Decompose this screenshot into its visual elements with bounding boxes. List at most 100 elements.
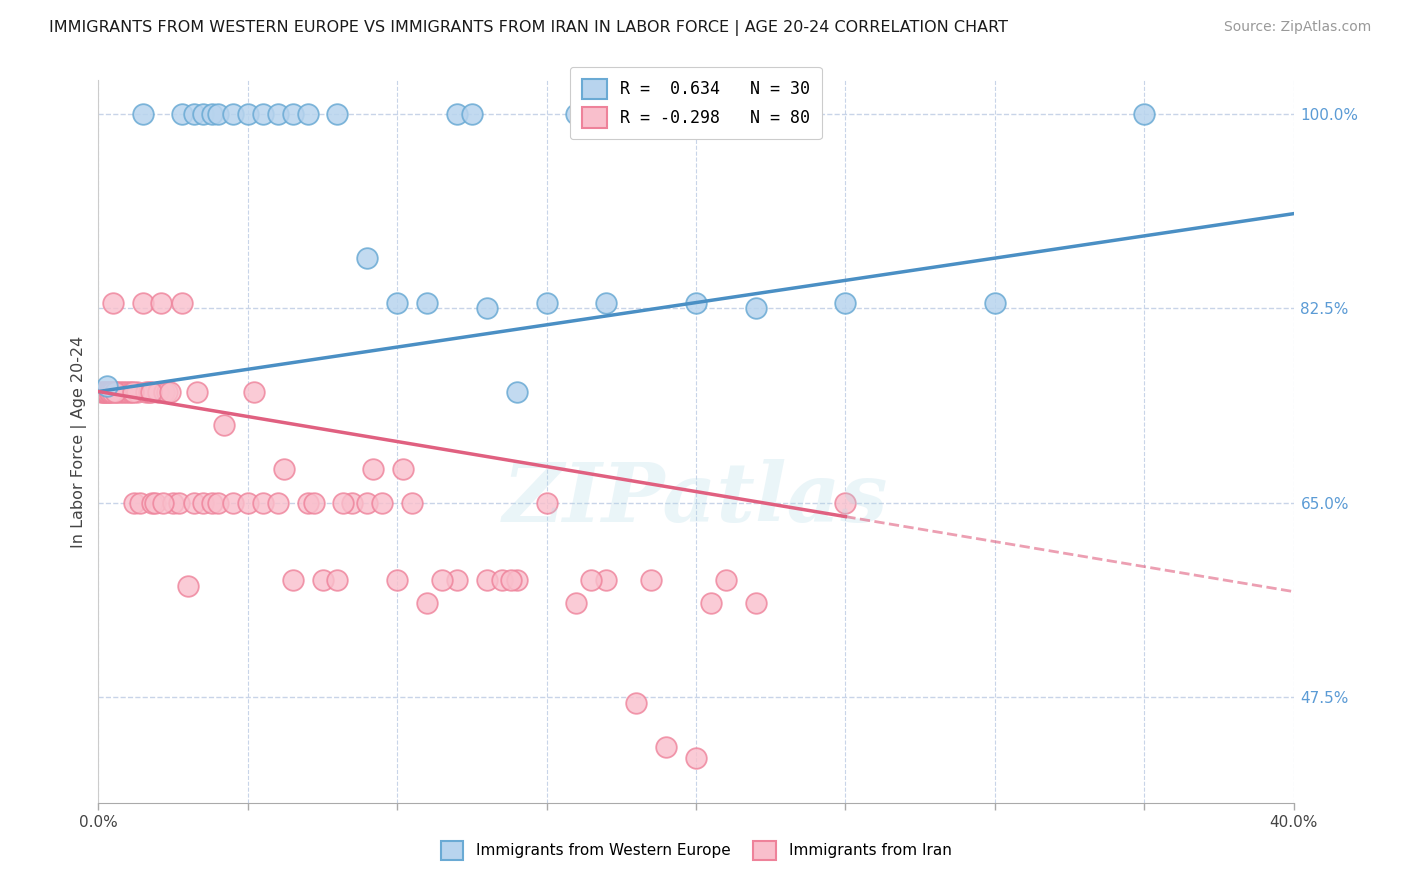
Point (159, 384, 181, 399)
Point (243, 384, 266, 399)
Point (834, 295, 856, 310)
Point (104, 384, 127, 399)
Point (132, 295, 155, 310)
Point (281, 106, 304, 120)
Point (117, 384, 139, 399)
Point (120, 384, 142, 399)
Point (191, 106, 214, 120)
Point (581, 574, 603, 588)
Point (342, 496, 364, 510)
Point (273, 462, 295, 476)
Point (156, 384, 179, 399)
Point (139, 384, 162, 399)
Point (401, 496, 423, 510)
Point (745, 596, 768, 610)
Point (326, 106, 349, 120)
Point (640, 574, 662, 588)
Point (392, 462, 415, 476)
Point (685, 295, 707, 310)
Point (385, 295, 409, 310)
Point (475, 574, 498, 588)
Point (98, 384, 122, 399)
Point (93, 384, 115, 399)
Point (281, 574, 304, 588)
Point (97, 384, 120, 399)
Point (506, 384, 529, 399)
Point (416, 596, 439, 610)
Point (834, 496, 856, 510)
Point (129, 496, 152, 510)
Point (236, 496, 259, 510)
Point (191, 496, 214, 510)
Point (267, 496, 290, 510)
Point (536, 496, 558, 510)
Point (201, 496, 224, 510)
Point (536, 295, 558, 310)
Point (595, 574, 617, 588)
Point (252, 106, 274, 120)
Point (252, 496, 274, 510)
Point (91, 384, 114, 399)
Y-axis label: In Labor Force | Age 20-24: In Labor Force | Age 20-24 (72, 335, 87, 548)
Point (207, 496, 229, 510)
Point (446, 574, 468, 588)
Point (595, 295, 617, 310)
Point (150, 295, 173, 310)
Point (267, 106, 290, 120)
Point (148, 384, 170, 399)
Point (297, 106, 319, 120)
Point (461, 106, 484, 120)
Point (297, 496, 319, 510)
Point (356, 251, 378, 265)
Point (371, 496, 394, 510)
Point (201, 106, 224, 120)
Point (114, 384, 136, 399)
Point (167, 496, 190, 510)
Point (111, 384, 134, 399)
Point (565, 106, 588, 120)
Point (183, 106, 205, 120)
Point (700, 596, 723, 610)
Point (141, 496, 163, 510)
Point (94, 384, 117, 399)
Point (143, 496, 166, 510)
Point (153, 384, 176, 399)
Text: Source: ZipAtlas.com: Source: ZipAtlas.com (1223, 20, 1371, 34)
Point (162, 496, 184, 510)
Point (626, 696, 648, 710)
Point (105, 384, 128, 399)
Point (108, 384, 131, 399)
Point (96, 379, 118, 393)
Point (90, 384, 112, 399)
Point (302, 496, 325, 510)
Point (714, 574, 737, 588)
Point (491, 574, 513, 588)
Point (984, 295, 1007, 310)
Point (207, 106, 229, 120)
Point (135, 384, 157, 399)
Point (475, 301, 498, 315)
Point (385, 574, 409, 588)
Point (311, 574, 333, 588)
Point (103, 295, 125, 310)
Point (446, 106, 468, 120)
Point (416, 295, 439, 310)
Point (745, 301, 768, 315)
Point (101, 384, 124, 399)
Point (152, 496, 174, 510)
Point (1133, 106, 1156, 120)
Point (127, 384, 149, 399)
Point (356, 496, 378, 510)
Point (626, 106, 648, 120)
Point (506, 574, 529, 588)
Point (138, 384, 160, 399)
Point (96, 384, 118, 399)
Point (655, 740, 678, 755)
Point (430, 574, 453, 588)
Text: IMMIGRANTS FROM WESTERN EUROPE VS IMMIGRANTS FROM IRAN IN LABOR FORCE | AGE 20-2: IMMIGRANTS FROM WESTERN EUROPE VS IMMIGR… (49, 20, 1008, 36)
Point (121, 384, 143, 399)
Point (212, 417, 235, 432)
Point (124, 496, 146, 510)
Point (172, 295, 194, 310)
Point (177, 579, 200, 593)
